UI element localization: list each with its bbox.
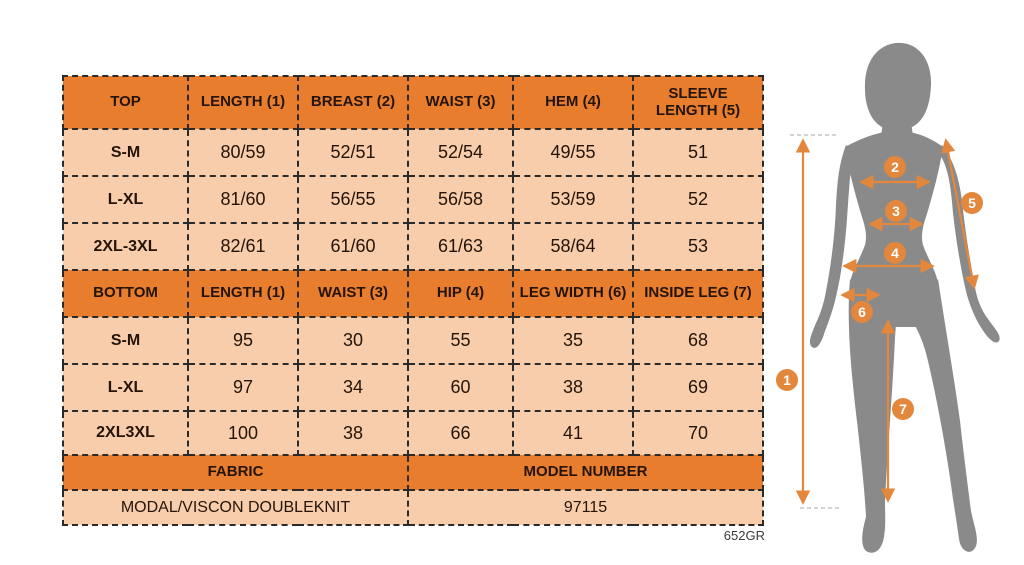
marker-1-number: 1: [783, 372, 791, 388]
measure-value: 35: [512, 316, 634, 365]
measure-value: 55: [407, 316, 514, 365]
measure-value: 69: [632, 363, 764, 412]
measure-value: 53: [632, 222, 764, 271]
top-size-row: L-XL 81/60 56/55 56/58 53/59 52: [62, 175, 764, 224]
top-size-row: 2XL-3XL 82/61 61/60 61/63 58/64 53: [62, 222, 764, 271]
top-header-cell: WAIST (3): [407, 75, 514, 130]
measure-value: 66: [407, 410, 514, 456]
sleeve-length-arrow: [941, 138, 979, 290]
measure-value: 80/59: [187, 128, 299, 177]
female-silhouette: [809, 42, 1000, 553]
measure-value: 95: [187, 316, 299, 365]
marker-2-badge: 2: [884, 156, 906, 178]
top-header-cell: LENGTH (1): [187, 75, 299, 130]
style-code: 652GR: [723, 528, 765, 543]
measure-value: 49/55: [512, 128, 634, 177]
silhouette-head: [864, 42, 932, 131]
bottom-header-cell: INSIDE LEG (7): [632, 269, 764, 318]
bottom-header-cell: WAIST (3): [297, 269, 409, 318]
measure-value: 52: [632, 175, 764, 224]
marker-5-number: 5: [968, 195, 976, 211]
silhouette-left-arm: [809, 145, 854, 348]
bottom-size-row: 2XL3XL 100 38 66 41 70: [62, 410, 764, 456]
marker-1-badge: 1: [776, 369, 798, 391]
measure-value: 60: [407, 363, 514, 412]
measure-value: 56/58: [407, 175, 514, 224]
top-size-row: S-M 80/59 52/51 52/54 49/55 51: [62, 128, 764, 177]
size-label: L-XL: [62, 175, 189, 224]
measure-value: 82/61: [187, 222, 299, 271]
measure-value: 61/60: [297, 222, 409, 271]
model-number-value-cell: 97115: [407, 489, 764, 526]
bottom-header-row: BOTTOM LENGTH (1) WAIST (3) HIP (4) LEG …: [62, 269, 764, 318]
marker-3-badge: 3: [885, 200, 907, 222]
silhouette-right-arm: [937, 145, 1000, 343]
measure-value: 97: [187, 363, 299, 412]
measure-value: 52/51: [297, 128, 409, 177]
top-header-cell: TOP: [62, 75, 189, 130]
silhouette-right-leg: [899, 279, 977, 552]
size-label: 2XL-3XL: [62, 222, 189, 271]
measurement-figure: 1 2 3 4 5 6 7: [776, 42, 1000, 553]
measure-value: 70: [632, 410, 764, 456]
measure-value: 41: [512, 410, 634, 456]
bottom-size-row: S-M 95 30 55 35 68: [62, 316, 764, 365]
marker-4-badge: 4: [884, 242, 906, 264]
measure-value: 38: [512, 363, 634, 412]
marker-7-badge: 7: [892, 398, 914, 420]
marker-4-number: 4: [891, 245, 899, 261]
bottom-header-cell: HIP (4): [407, 269, 514, 318]
measure-value: 81/60: [187, 175, 299, 224]
bottom-header-cell: LENGTH (1): [187, 269, 299, 318]
measure-value: 53/59: [512, 175, 634, 224]
measure-value: 68: [632, 316, 764, 365]
size-label: S-M: [62, 128, 189, 177]
top-header-row: TOP LENGTH (1) BREAST (2) WAIST (3) HEM …: [62, 75, 764, 130]
marker-3-number: 3: [892, 203, 900, 219]
size-label: 2XL3XL: [62, 410, 189, 456]
marker-2-number: 2: [891, 159, 899, 175]
size-label: S-M: [62, 316, 189, 365]
top-header-cell: HEM (4): [512, 75, 634, 130]
model-number-header-cell: MODEL NUMBER: [407, 454, 764, 491]
measure-value: 56/55: [297, 175, 409, 224]
size-chart-table: TOP LENGTH (1) BREAST (2) WAIST (3) HEM …: [62, 75, 764, 526]
top-header-cell: SLEEVE LENGTH (5): [632, 75, 764, 130]
bottom-header-cell: LEG WIDTH (6): [512, 269, 634, 318]
marker-6-number: 6: [858, 304, 866, 320]
size-label: L-XL: [62, 363, 189, 412]
info-header-row: FABRIC MODEL NUMBER: [62, 454, 764, 491]
bottom-size-row: L-XL 97 34 60 38 69: [62, 363, 764, 412]
measure-value: 38: [297, 410, 409, 456]
marker-7-number: 7: [899, 401, 907, 417]
fabric-value-cell: MODAL/VISCON DOUBLEKNIT: [62, 489, 409, 526]
measure-value: 30: [297, 316, 409, 365]
measure-value: 61/63: [407, 222, 514, 271]
bottom-header-cell: BOTTOM: [62, 269, 189, 318]
top-header-cell: BREAST (2): [297, 75, 409, 130]
measure-value: 51: [632, 128, 764, 177]
measure-value: 52/54: [407, 128, 514, 177]
measure-value: 34: [297, 363, 409, 412]
fabric-header-cell: FABRIC: [62, 454, 409, 491]
info-value-row: MODAL/VISCON DOUBLEKNIT 97115: [62, 489, 764, 526]
marker-6-badge: 6: [851, 301, 873, 323]
measure-value: 100: [187, 410, 299, 456]
measure-value: 58/64: [512, 222, 634, 271]
marker-5-badge: 5: [961, 192, 983, 214]
